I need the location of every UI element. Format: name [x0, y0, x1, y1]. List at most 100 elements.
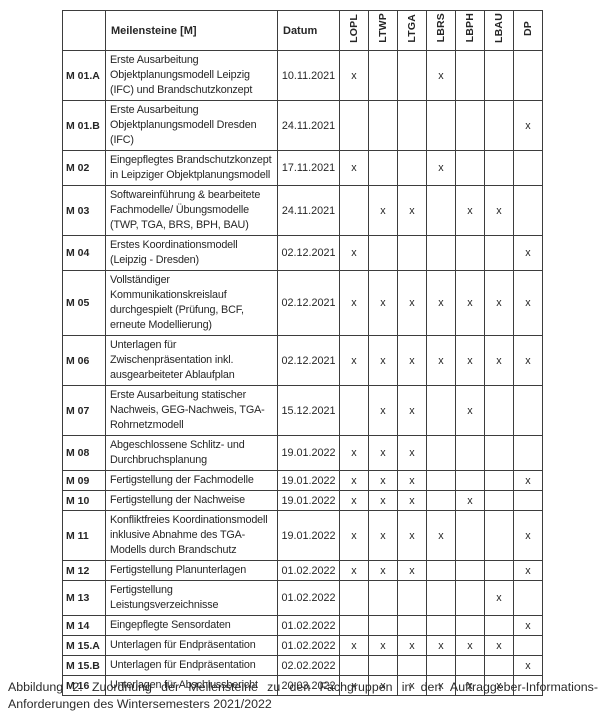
mark-cell-lopl: x: [339, 150, 369, 186]
mark-cell-lbau: [484, 50, 514, 101]
milestone-date: 19.01.2022: [277, 470, 340, 491]
milestone-table-body: M 01.A Erste Ausarbeitung Objektplanungsm…: [62, 50, 543, 696]
milestone-id: M 08: [62, 435, 106, 471]
milestone-id: M 05: [62, 270, 106, 336]
milestone-id: M 03: [62, 185, 106, 236]
mark-cell-lbph: x: [455, 270, 485, 336]
mark-cell-lopl: x: [339, 50, 369, 101]
mark-cell-ltga: [397, 615, 427, 636]
milestone-date: 01.02.2022: [277, 615, 340, 636]
table-row: M 08 Abgeschlossene Schlitz- und Durchbru…: [62, 435, 543, 471]
mark-cell-lbph: [455, 470, 485, 491]
header-group-label: LTGA: [405, 13, 418, 43]
mark-cell-ltwp: x: [368, 510, 398, 561]
figure-caption: Abbildung 2: Zuordnung der Meilensteine …: [8, 679, 598, 712]
mark-cell-dp: [513, 385, 543, 436]
mark-cell-dp: [513, 675, 543, 696]
mark-cell-lbrs: [426, 490, 456, 511]
mark-cell-dp: x: [513, 335, 543, 386]
mark-cell-lbau: [484, 150, 514, 186]
milestone-date: 19.01.2022: [277, 435, 340, 471]
mark-cell-lbph: [455, 235, 485, 271]
mark-cell-lbau: x: [484, 185, 514, 236]
milestone-id: M 06: [62, 335, 106, 386]
milestone-date: 01.02.2022: [277, 635, 340, 656]
header-group-label: LTWP: [376, 13, 389, 43]
mark-cell-lbph: [455, 150, 485, 186]
mark-cell-lbrs: x: [426, 50, 456, 101]
table-row: M 10 Fertigstellung der Nachweise 19.01.20…: [62, 490, 543, 511]
table-row: M 15.B Unterlagen für Endpräsentation 02.0…: [62, 655, 543, 676]
mark-cell-lbau: [484, 435, 514, 471]
mark-cell-lopl: [339, 385, 369, 436]
milestone-description: Softwareinführung & bearbeitete Fachmode…: [105, 185, 278, 236]
mark-cell-lopl: x: [339, 435, 369, 471]
mark-cell-ltga: x: [397, 510, 427, 561]
table-row: M 06 Unterlagen für Zwischenpräsentation …: [62, 335, 543, 386]
mark-cell-lbrs: x: [426, 635, 456, 656]
milestone-date: 02.02.2022: [277, 655, 340, 676]
milestone-id: M 01.B: [62, 100, 106, 151]
milestone-description: Erste Ausarbeitung statischer Nachweis, …: [105, 385, 278, 436]
mark-cell-lbau: [484, 490, 514, 511]
milestone-description: Unterlagen für Endpräsentation: [105, 655, 278, 676]
mark-cell-lbau: [484, 100, 514, 151]
mark-cell-lbau: x: [484, 270, 514, 336]
mark-cell-ltwp: [368, 655, 398, 676]
mark-cell-dp: x: [513, 510, 543, 561]
mark-cell-ltga: x: [397, 490, 427, 511]
header-milestone: Meilensteine [M]: [105, 10, 278, 51]
mark-cell-ltwp: x: [368, 270, 398, 336]
mark-cell-dp: x: [513, 270, 543, 336]
table-row: M 16 Unterlagen für Abschlussbericht 20.03…: [62, 675, 543, 696]
mark-cell-lbph: [455, 560, 485, 581]
table-row: M 02 Eingepflegtes Brandschutzkonzept in …: [62, 150, 543, 186]
mark-cell-dp: [513, 490, 543, 511]
mark-cell-lbrs: [426, 470, 456, 491]
mark-cell-lbph: x: [455, 335, 485, 386]
milestone-id: M 09: [62, 470, 106, 491]
mark-cell-lbph: [455, 435, 485, 471]
table-row: M 03 Softwareinführung & bearbeitete Fach…: [62, 185, 543, 236]
mark-cell-lbph: x: [455, 490, 485, 511]
milestone-id: M 16: [62, 675, 106, 696]
mark-cell-ltwp: x: [368, 185, 398, 236]
mark-cell-ltga: x: [397, 470, 427, 491]
mark-cell-lopl: x: [339, 235, 369, 271]
mark-cell-ltga: x: [397, 635, 427, 656]
mark-cell-ltga: x: [397, 435, 427, 471]
mark-cell-dp: [513, 150, 543, 186]
header-group-label: DP: [521, 20, 534, 36]
mark-cell-ltga: [397, 150, 427, 186]
mark-cell-lopl: [339, 655, 369, 676]
mark-cell-ltwp: x: [368, 635, 398, 656]
header-group-ltga: LTGA: [397, 10, 427, 51]
mark-cell-dp: x: [513, 235, 543, 271]
mark-cell-lbph: x: [455, 675, 485, 696]
mark-cell-lbph: [455, 50, 485, 101]
table-row: M 01.A Erste Ausarbeitung Objektplanungsm…: [62, 50, 543, 101]
milestone-id: M 14: [62, 615, 106, 636]
mark-cell-lopl: [339, 580, 369, 616]
mark-cell-ltwp: x: [368, 470, 398, 491]
header-group-label: LBPH: [463, 13, 476, 43]
header-group-label: LBAU: [492, 13, 505, 43]
table-row: M 05 Vollständiger Kommunikationskreislau…: [62, 270, 543, 336]
mark-cell-ltwp: x: [368, 560, 398, 581]
mark-cell-ltga: [397, 580, 427, 616]
mark-cell-ltwp: [368, 235, 398, 271]
mark-cell-dp: x: [513, 615, 543, 636]
mark-cell-lopl: [339, 615, 369, 636]
mark-cell-lbrs: [426, 185, 456, 236]
mark-cell-dp: [513, 580, 543, 616]
mark-cell-lopl: x: [339, 635, 369, 656]
mark-cell-lopl: x: [339, 510, 369, 561]
header-group-label: LOPL: [347, 13, 360, 43]
mark-cell-lbrs: [426, 615, 456, 636]
mark-cell-lbrs: [426, 560, 456, 581]
milestone-description: Eingepflegte Sensordaten: [105, 615, 278, 636]
milestone-date: 10.11.2021: [277, 50, 340, 101]
milestone-date: 19.01.2022: [277, 510, 340, 561]
header-group-ltwp: LTWP: [368, 10, 398, 51]
